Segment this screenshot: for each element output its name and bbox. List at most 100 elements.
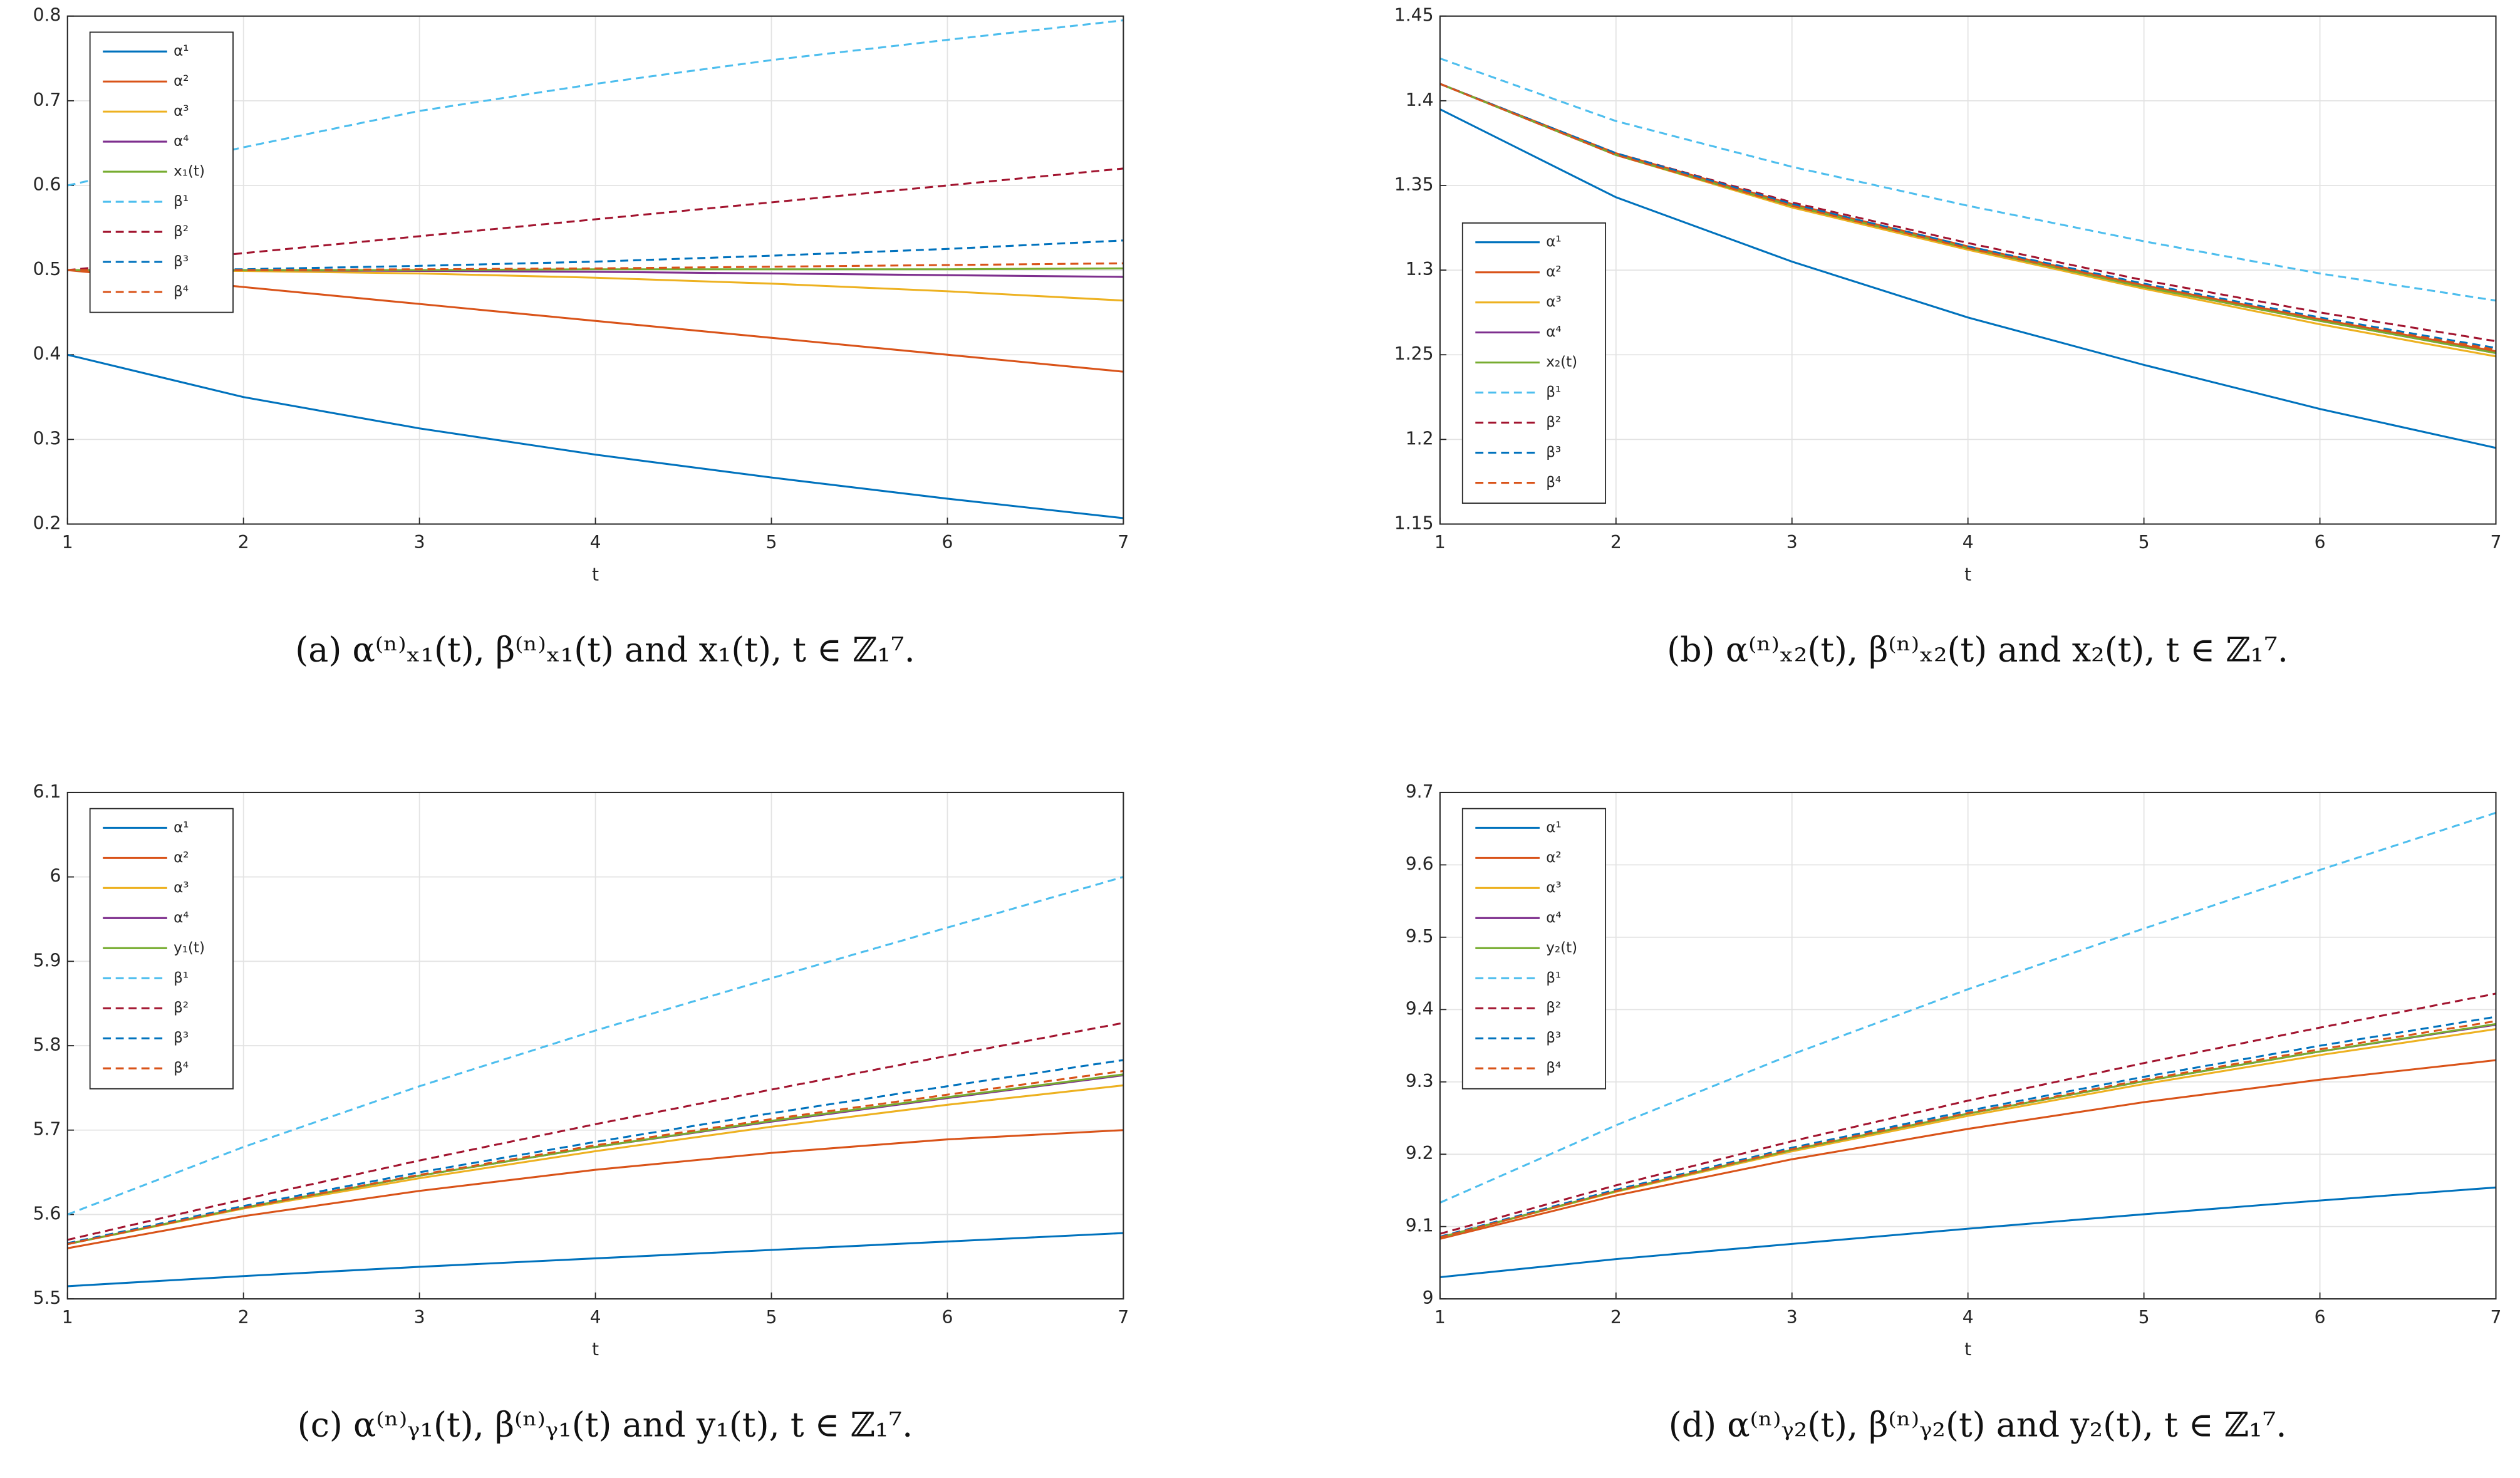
legend-label: β³ — [174, 254, 189, 270]
y-tick-label: 9.6 — [1406, 853, 1434, 874]
series-line — [67, 1232, 1124, 1288]
x-tick-label: 3 — [1786, 532, 1798, 553]
y-tick-label: 1.15 — [1394, 513, 1434, 533]
legend-label: y₂(t) — [1546, 940, 1577, 956]
y-tick-label: 9.4 — [1406, 998, 1434, 1019]
x-tick-label: 6 — [2315, 532, 2326, 553]
x-tick-label: 3 — [1786, 1307, 1798, 1328]
y-tick-label: 1.3 — [1406, 259, 1434, 279]
x-tick-label: 1 — [1434, 1307, 1446, 1328]
legend-label: α² — [174, 73, 189, 90]
y-tick-label: 0.3 — [33, 428, 61, 449]
legend-label: x₂(t) — [1546, 354, 1577, 370]
y-tick-label: 9.5 — [1406, 926, 1434, 947]
y-tick-label: 9.2 — [1406, 1143, 1434, 1163]
y-tick-label: 5.5 — [33, 1288, 61, 1308]
series-line — [67, 19, 1124, 187]
y-tick-label: 9.1 — [1406, 1215, 1434, 1236]
x-tick-label: 3 — [414, 532, 425, 553]
series-line — [67, 1073, 1124, 1246]
legend-label: β⁴ — [1546, 1060, 1561, 1076]
x-tick-label: 5 — [766, 532, 777, 553]
legend-label: β³ — [1546, 444, 1561, 461]
caption: (b) α⁽ⁿ⁾ₓ₂(t), β⁽ⁿ⁾ₓ₂(t) and x₂(t), t ∈ … — [1667, 630, 2288, 670]
x-tick-label: 7 — [1117, 1307, 1129, 1328]
x-tick-label: 5 — [766, 1307, 777, 1328]
y-tick-label: 6.1 — [33, 781, 61, 802]
legend-label: x₁(t) — [174, 164, 205, 180]
y-tick-label: 6 — [50, 866, 61, 887]
legend-label: α⁴ — [1546, 324, 1561, 340]
series-line — [1439, 108, 2496, 449]
legend-label: α⁴ — [174, 910, 189, 926]
y-tick-label: 1.25 — [1394, 343, 1434, 364]
y-tick-label: 9 — [1423, 1288, 1434, 1308]
series-line — [67, 1022, 1124, 1241]
legend-label: α¹ — [1546, 234, 1561, 250]
y-tick-label: 5.8 — [33, 1034, 61, 1055]
y-tick-label: 0.4 — [33, 343, 61, 364]
legend-label: α⁴ — [1546, 910, 1561, 926]
y-tick-label: 0.5 — [33, 259, 61, 279]
legend-label: β¹ — [174, 194, 189, 210]
series-line — [67, 1059, 1124, 1244]
legend-label: β² — [174, 224, 189, 240]
legend-label: α³ — [1546, 294, 1561, 310]
axes-box — [66, 15, 1124, 525]
legend-label: α² — [174, 850, 189, 866]
x-tick-label: 6 — [941, 532, 953, 553]
series-line — [1439, 57, 2496, 302]
y-tick-label: 5.9 — [33, 950, 61, 971]
x-tick-label: 7 — [2491, 532, 2502, 553]
legend-label: α¹ — [174, 43, 189, 60]
x-tick-label: 1 — [62, 1307, 73, 1328]
x-axis-label: t — [1964, 565, 1971, 585]
legend-label: β² — [1546, 414, 1561, 430]
y-tick-label: 1.45 — [1394, 5, 1434, 26]
legend-label: β¹ — [1546, 970, 1561, 986]
x-tick-label: 2 — [238, 1307, 249, 1328]
legend-label: α² — [1546, 264, 1561, 280]
legend-label: β³ — [1546, 1030, 1561, 1046]
legend-label: β⁴ — [174, 1060, 189, 1076]
series-line — [1439, 83, 2496, 349]
x-tick-label: 6 — [941, 1307, 953, 1328]
y-tick-label: 1.2 — [1406, 428, 1434, 449]
x-tick-label: 2 — [1610, 1307, 1622, 1328]
x-tick-label: 4 — [1963, 1307, 1974, 1328]
legend-label: β² — [174, 1000, 189, 1016]
x-axis-label: t — [592, 565, 599, 585]
y-tick-label: 9.7 — [1406, 781, 1434, 802]
y-tick-label: 5.6 — [33, 1203, 61, 1224]
x-tick-label: 6 — [2315, 1307, 2326, 1328]
caption: (a) α⁽ⁿ⁾ₓ₁(t), β⁽ⁿ⁾ₓ₁(t) and x₁(t), t ∈ … — [295, 630, 915, 670]
legend-label: β³ — [174, 1030, 189, 1046]
y-tick-label: 0.8 — [33, 5, 61, 26]
x-tick-label: 2 — [238, 532, 249, 553]
legend-label: α³ — [174, 880, 189, 896]
series-line — [67, 239, 1124, 271]
y-tick-label: 9.3 — [1406, 1071, 1434, 1091]
axes-box — [1439, 791, 2497, 1300]
x-tick-label: 4 — [1963, 532, 1974, 553]
legend-label: α² — [1546, 850, 1561, 866]
y-tick-label: 1.35 — [1394, 174, 1434, 195]
x-tick-label: 5 — [2139, 532, 2150, 553]
y-tick-label: 0.7 — [33, 90, 61, 110]
x-tick-label: 5 — [2139, 1307, 2150, 1328]
y-tick-label: 0.2 — [33, 513, 61, 533]
series-line — [67, 167, 1124, 271]
x-tick-label: 4 — [590, 1307, 601, 1328]
caption: (c) α⁽ⁿ⁾ᵧ₁(t), β⁽ⁿ⁾ᵧ₁(t) and y₁(t), t ∈ … — [298, 1405, 913, 1444]
x-tick-label: 3 — [414, 1307, 425, 1328]
y-tick-label: 5.7 — [33, 1119, 61, 1140]
y-tick-label: 1.4 — [1406, 90, 1434, 110]
legend-label: α⁴ — [174, 133, 189, 150]
legend-label: β¹ — [1546, 384, 1561, 400]
x-tick-label: 7 — [2491, 1307, 2502, 1328]
axes-box — [1439, 15, 2497, 525]
series-line — [1439, 1059, 2496, 1240]
series-line — [67, 269, 1124, 373]
legend-label: α³ — [1546, 880, 1561, 896]
